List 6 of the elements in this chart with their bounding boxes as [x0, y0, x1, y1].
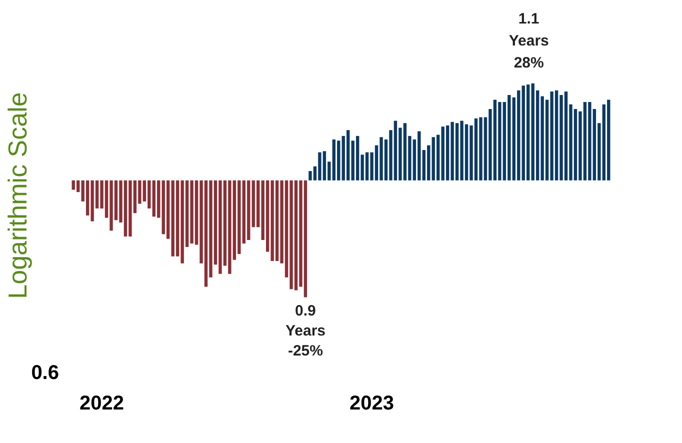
x-tick-label: 2022 — [80, 392, 124, 414]
y-axis-title: Logarithmic Scale — [2, 92, 32, 299]
x-tick-label: 2023 — [350, 392, 394, 414]
text: 0.6 — [31, 362, 59, 384]
text: 0.9 Years -25% — [285, 302, 326, 360]
text: 1.1 Years 28% — [508, 10, 549, 72]
